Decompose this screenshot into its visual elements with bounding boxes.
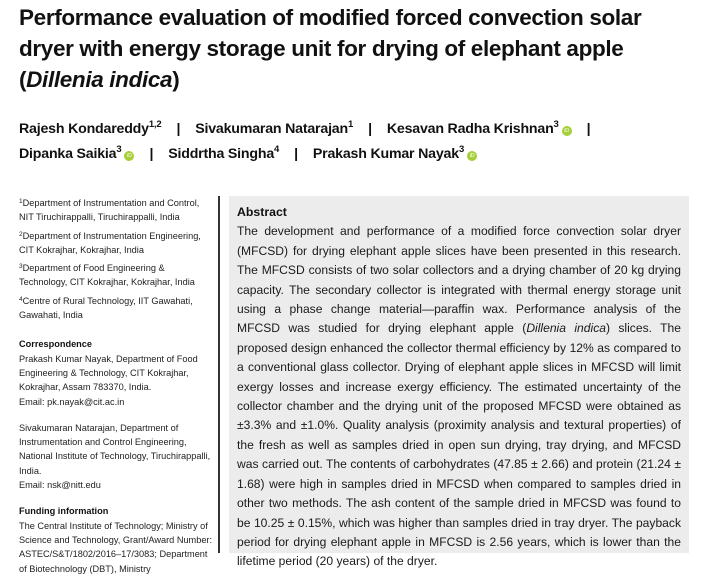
author-affiliation-sup: 3 — [116, 144, 122, 155]
correspondence-heading: Correspondence — [19, 339, 93, 350]
affiliation: 2Department of Instrumentation Engineeri… — [19, 229, 215, 258]
correspondence-entry: Prakash Kumar Nayak, Department of Food … — [19, 352, 215, 409]
affiliation-sup: 4 — [19, 295, 23, 303]
author-separator: | — [294, 146, 298, 162]
funding-heading: Funding information — [19, 506, 109, 517]
author-affiliation-sup: 3 — [458, 144, 465, 155]
author-name: Rajesh Kondareddy — [19, 121, 149, 137]
affiliation-text: Centre of Rural Technology, IIT Gawahati… — [19, 295, 193, 321]
author-separator: | — [586, 121, 591, 137]
title-species: Dillenia indica — [26, 67, 173, 92]
abstract-text-part: ) slices. The proposed design enhanced t… — [237, 321, 681, 569]
affiliation: 1Department of Instrumentation and Contr… — [19, 196, 215, 225]
author-separator: | — [176, 121, 181, 137]
author: Kesavan Radha Krishnan3iD — [386, 119, 572, 137]
correspondence-email[interactable]: Email: pk.nayak@cit.ac.in — [19, 396, 125, 407]
author: Rajesh Kondareddy1,2 — [19, 119, 162, 137]
affiliation-sup: 1 — [19, 198, 23, 205]
title-text-end: ) — [172, 67, 180, 92]
affiliation-text: Department of Instrumentation and Contro… — [19, 198, 200, 223]
author: Siddrtha Singha4 — [168, 144, 280, 162]
author-affiliation-sup: 1 — [347, 119, 354, 130]
column-divider — [218, 196, 220, 553]
orcid-icon[interactable]: iD — [467, 151, 478, 161]
orcid-icon[interactable]: iD — [124, 151, 135, 161]
author-name: Kesavan Radha Krishnan — [386, 121, 554, 137]
correspondence-address: Prakash Kumar Nayak, Department of Food … — [19, 353, 198, 393]
affiliation-sup: 3 — [19, 263, 23, 271]
author: Sivakumaran Natarajan1 — [195, 119, 354, 137]
correspondence-email[interactable]: Email: nsk@nitt.edu — [19, 480, 101, 491]
author-name: Prakash Kumar Nayak — [312, 146, 459, 162]
abstract-box: Abstract The development and performance… — [229, 196, 689, 568]
abstract-text: The development and performance of a mod… — [237, 222, 681, 571]
orcid-icon[interactable]: iD — [561, 126, 572, 136]
affiliation-sup: 2 — [19, 230, 23, 238]
abstract-species: Dillenia indica — [526, 321, 606, 336]
sidebar-metadata: 1Department of Instrumentation and Contr… — [19, 196, 215, 576]
affiliation: 4Centre of Rural Technology, IIT Gawahat… — [19, 294, 215, 323]
affiliation-text: Department of Food Engineering & Technol… — [19, 263, 195, 288]
author: Prakash Kumar Nayak3iD — [312, 144, 478, 162]
paper-title: Performance evaluation of modified force… — [19, 2, 699, 95]
author-name: Dipanka Saikia — [19, 146, 117, 162]
author-name: Siddrtha Singha — [168, 146, 275, 162]
author-separator: | — [368, 121, 372, 137]
title-text: Performance evaluation of modified force… — [19, 5, 642, 92]
author-affiliation-sup: 4 — [274, 144, 280, 155]
author-affiliation-sup: 3 — [553, 119, 559, 130]
author-list: Rajesh Kondareddy1,2 | Sivakumaran Nataraj… — [19, 117, 699, 167]
correspondence-entry: Sivakumaran Natarajan, Department of Ins… — [19, 421, 215, 492]
affiliation: 3Department of Food Engineering & Techno… — [19, 261, 215, 290]
author-name: Sivakumaran Natarajan — [195, 121, 348, 137]
abstract-heading: Abstract — [237, 205, 287, 219]
affiliation-text: Department of Instrumentation Engineerin… — [19, 230, 201, 255]
correspondence-address: Sivakumaran Natarajan, Department of Ins… — [19, 422, 211, 476]
author-separator: | — [149, 146, 154, 162]
author: Dipanka Saikia3iD — [19, 144, 135, 162]
author-affiliation-sup: 1,2 — [148, 119, 162, 130]
funding-text: The Central Institute of Technology; Min… — [19, 520, 213, 574]
abstract-text-part: The development and performance of a mod… — [237, 224, 681, 336]
